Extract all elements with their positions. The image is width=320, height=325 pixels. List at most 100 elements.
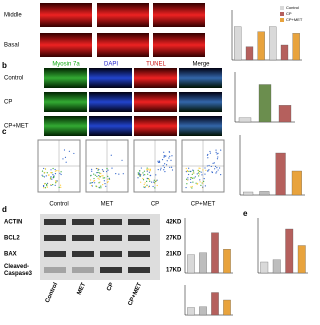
- bar: [269, 26, 277, 61]
- event-dot: [41, 170, 44, 172]
- event-dot: [206, 165, 209, 167]
- image: [179, 92, 222, 112]
- event-dot: [212, 162, 214, 164]
- event-dot: [168, 151, 171, 153]
- condition-label: Control: [49, 202, 68, 208]
- event-dot: [170, 159, 172, 161]
- event-dot: [98, 168, 100, 171]
- event-dot: [197, 182, 199, 185]
- image: [89, 68, 132, 88]
- event-dot: [42, 184, 45, 187]
- event-dot: [121, 159, 123, 161]
- event-dot: [93, 180, 95, 182]
- event-dot: [47, 174, 50, 176]
- column-header: Myosin 7a: [52, 62, 80, 68]
- band: [44, 219, 66, 225]
- event-dot: [194, 176, 196, 178]
- event-dot: [144, 174, 146, 176]
- event-dot: [100, 172, 102, 175]
- image: [179, 68, 222, 88]
- event-dot: [99, 176, 101, 178]
- event-dot: [91, 170, 93, 172]
- event-dot: [152, 185, 154, 188]
- event-dot: [163, 156, 165, 158]
- size-label: 17KD: [166, 268, 182, 274]
- event-dot: [107, 175, 109, 177]
- image: [89, 92, 132, 112]
- event-dot: [169, 155, 171, 157]
- event-dot: [90, 175, 92, 177]
- event-dot: [162, 165, 164, 167]
- band: [72, 219, 94, 225]
- event-dot: [94, 182, 96, 184]
- event-dot: [157, 169, 159, 171]
- event-dot: [98, 187, 100, 189]
- event-dot: [146, 184, 148, 186]
- event-dot: [50, 169, 52, 171]
- panel-letter: b: [2, 61, 7, 70]
- event-dot: [199, 170, 201, 173]
- bar: [211, 232, 219, 274]
- event-dot: [186, 183, 188, 185]
- band: [100, 219, 122, 225]
- event-dot: [192, 181, 194, 183]
- event-dot: [209, 152, 211, 154]
- event-dot: [214, 168, 216, 170]
- bar: [285, 228, 294, 274]
- event-dot: [192, 170, 195, 172]
- event-dot: [51, 178, 53, 180]
- event-dot: [50, 172, 53, 174]
- event-dot: [186, 169, 188, 172]
- event-dot: [54, 173, 57, 175]
- event-dot: [44, 187, 47, 189]
- event-dot: [99, 181, 101, 183]
- event-dot: [190, 170, 192, 172]
- event-dot: [50, 184, 52, 187]
- event-dot: [201, 174, 203, 176]
- event-dot: [147, 173, 149, 175]
- event-dot: [156, 184, 158, 187]
- event-dot: [52, 184, 54, 186]
- event-dot: [207, 153, 209, 156]
- event-dot: [54, 170, 57, 172]
- event-dot: [144, 186, 146, 189]
- band: [100, 267, 122, 273]
- event-dot: [98, 178, 100, 180]
- row-label: Control: [4, 76, 23, 82]
- event-dot: [171, 169, 174, 171]
- bar: [278, 105, 292, 123]
- bar: [245, 46, 254, 61]
- event-dot: [146, 177, 148, 179]
- event-dot: [99, 172, 101, 174]
- event-dot: [107, 169, 109, 171]
- panel-letter: d: [2, 205, 7, 214]
- event-dot: [91, 181, 94, 184]
- event-dot: [216, 167, 218, 169]
- event-dot: [154, 187, 156, 189]
- image: [153, 3, 205, 27]
- event-dot: [93, 177, 95, 180]
- event-dot: [191, 173, 193, 175]
- event-dot: [43, 187, 45, 189]
- event-dot: [149, 168, 151, 170]
- event-dot: [163, 155, 165, 157]
- event-dot: [103, 180, 105, 182]
- event-dot: [104, 177, 106, 179]
- event-dot: [95, 185, 97, 187]
- event-dot: [90, 182, 92, 184]
- event-dot: [155, 174, 157, 176]
- event-dot: [49, 178, 51, 180]
- event-dot: [153, 179, 155, 181]
- event-dot: [163, 166, 166, 169]
- event-dot: [137, 177, 139, 179]
- event-dot: [97, 168, 99, 170]
- event-dot: [55, 180, 57, 182]
- event-dot: [215, 149, 217, 151]
- event-dot: [122, 173, 124, 175]
- event-dot: [190, 186, 192, 188]
- event-dot: [146, 167, 148, 169]
- event-dot: [217, 156, 219, 158]
- bar: [258, 84, 272, 123]
- event-dot: [42, 185, 45, 188]
- bar: [257, 31, 265, 61]
